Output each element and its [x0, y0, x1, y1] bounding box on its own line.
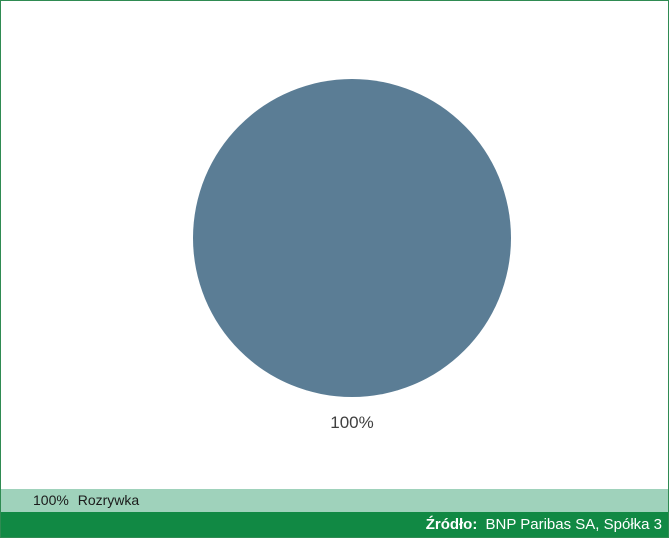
pie-slice-rozrywka [193, 79, 511, 397]
source-label: Źródło: [425, 516, 478, 533]
legend: 100% Rozrywka [1, 489, 668, 512]
source-note: Źródło: BNP Paribas SA, Spółka 3 [426, 512, 662, 537]
source-bar: Źródło: BNP Paribas SA, Spółka 3 [1, 512, 668, 537]
legend-entry: 100% Rozrywka [33, 489, 139, 512]
pie-data-label-0: 100% [330, 413, 373, 432]
source-value: BNP Paribas SA, Spółka 3 [485, 516, 662, 533]
pie-chart-area: 100% [1, 1, 668, 489]
pie-chart: 100% [193, 79, 511, 432]
legend-entry-value: 100% [33, 492, 69, 508]
legend-entry-label: Rozrywka [77, 492, 140, 508]
